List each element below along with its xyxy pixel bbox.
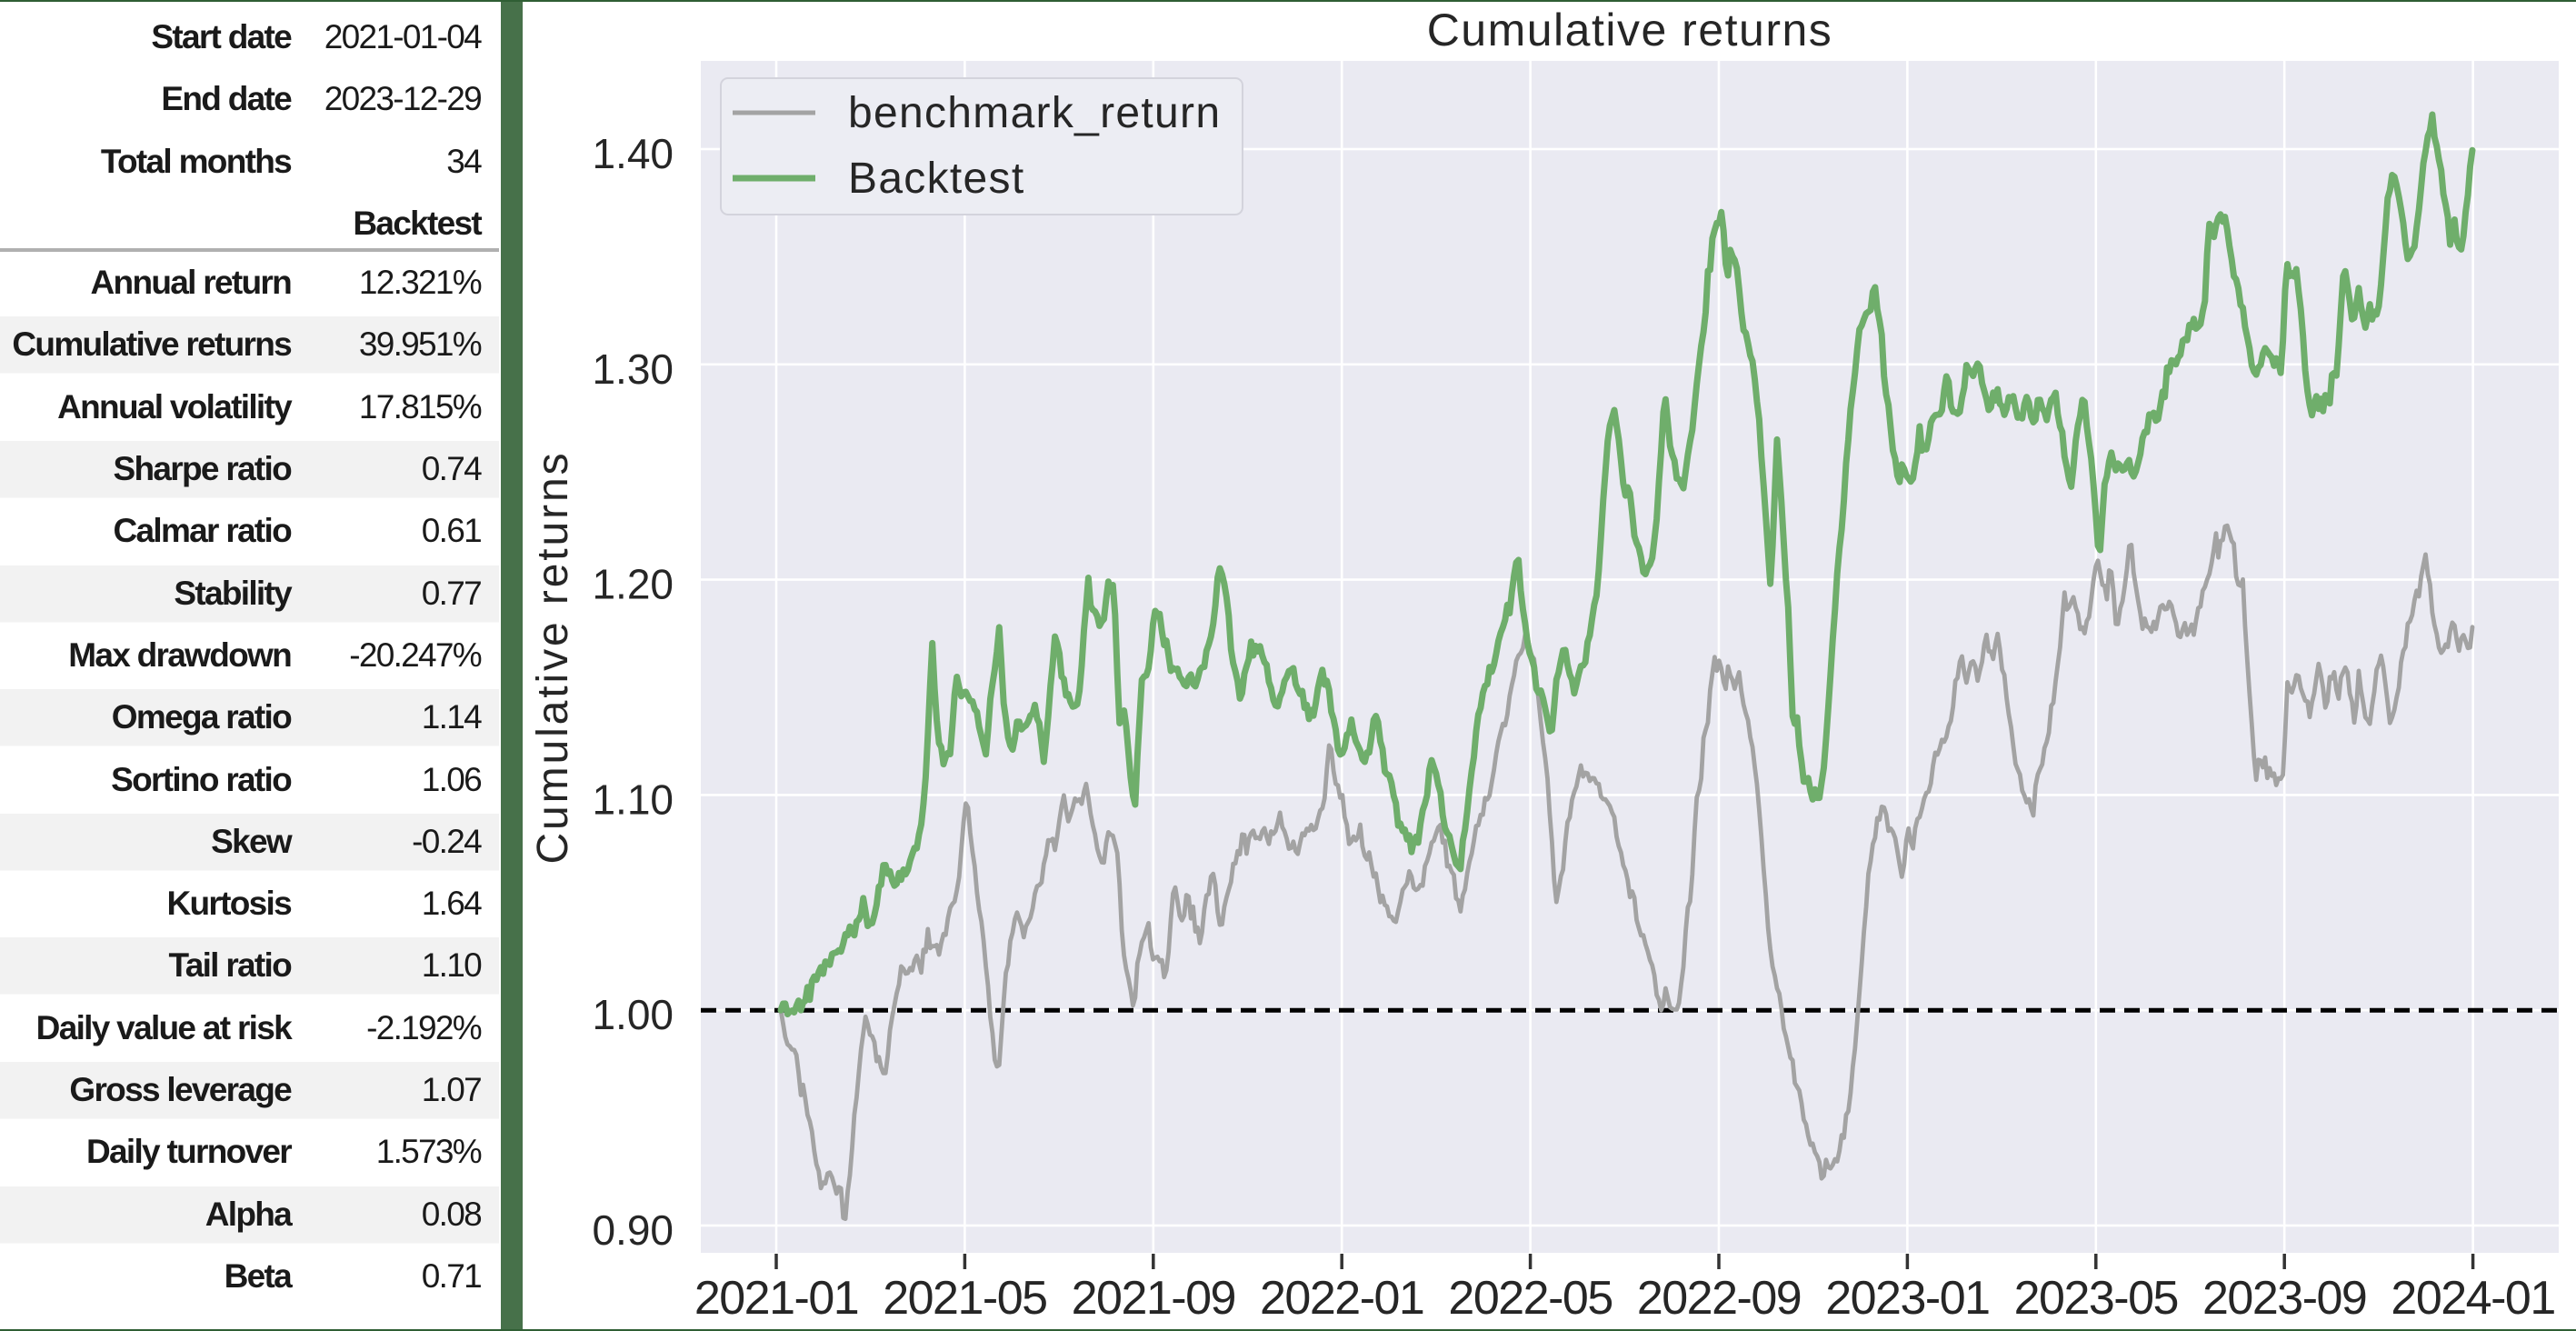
svg-text:1.20: 1.20 bbox=[592, 561, 674, 608]
svg-text:2022-05: 2022-05 bbox=[1448, 1272, 1612, 1325]
svg-text:1.40: 1.40 bbox=[592, 130, 674, 177]
svg-text:2021-09: 2021-09 bbox=[1072, 1272, 1235, 1325]
svg-text:Backtest: Backtest bbox=[848, 155, 1024, 203]
svg-text:0.90: 0.90 bbox=[592, 1206, 674, 1254]
svg-text:2023-01: 2023-01 bbox=[1825, 1272, 1989, 1325]
svg-text:1.10: 1.10 bbox=[592, 776, 674, 823]
svg-text:2021-01: 2021-01 bbox=[694, 1272, 858, 1325]
svg-text:2021-05: 2021-05 bbox=[883, 1272, 1046, 1325]
svg-text:2023-05: 2023-05 bbox=[2014, 1272, 2178, 1325]
svg-text:2024-01: 2024-01 bbox=[2391, 1272, 2554, 1325]
svg-text:2022-01: 2022-01 bbox=[1260, 1272, 1423, 1325]
svg-text:1.30: 1.30 bbox=[592, 345, 674, 393]
svg-text:Cumulative returns: Cumulative returns bbox=[529, 450, 577, 864]
svg-text:Cumulative returns: Cumulative returns bbox=[1427, 5, 1833, 55]
svg-text:2022-09: 2022-09 bbox=[1637, 1272, 1801, 1325]
svg-text:benchmark_return: benchmark_return bbox=[848, 89, 1221, 137]
svg-text:1.00: 1.00 bbox=[592, 991, 674, 1038]
svg-text:2023-09: 2023-09 bbox=[2202, 1272, 2366, 1325]
